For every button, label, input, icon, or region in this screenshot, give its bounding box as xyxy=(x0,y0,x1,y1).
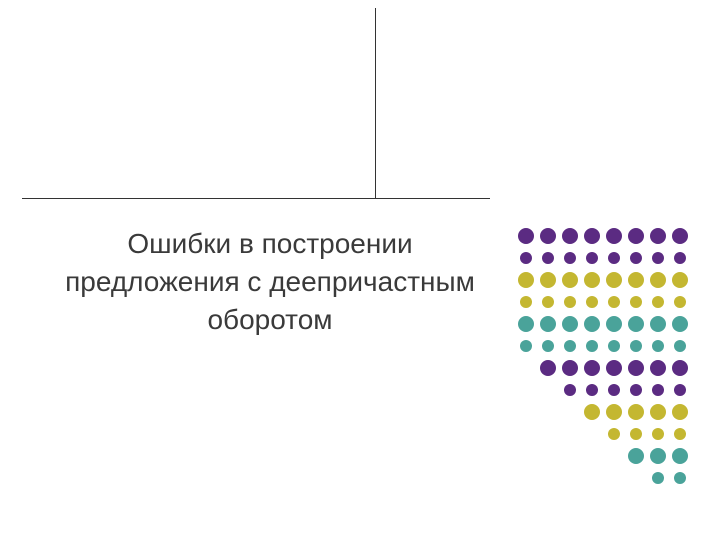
dot xyxy=(564,252,576,264)
dot xyxy=(520,340,532,352)
dot xyxy=(674,472,686,484)
dot xyxy=(608,252,620,264)
dot xyxy=(586,340,598,352)
dot-row xyxy=(515,313,691,335)
dot xyxy=(672,228,688,244)
dot xyxy=(674,428,686,440)
dot xyxy=(652,296,664,308)
dot xyxy=(652,384,664,396)
dot-row xyxy=(537,357,691,379)
dot xyxy=(628,272,644,288)
dot xyxy=(628,448,644,464)
dot xyxy=(650,360,666,376)
dot xyxy=(540,316,556,332)
dot xyxy=(542,252,554,264)
dot xyxy=(584,316,600,332)
dot xyxy=(672,316,688,332)
dot xyxy=(518,272,534,288)
dot xyxy=(608,384,620,396)
dot xyxy=(672,272,688,288)
dot xyxy=(606,316,622,332)
dot xyxy=(650,272,666,288)
dot xyxy=(562,316,578,332)
dot xyxy=(630,384,642,396)
dot xyxy=(518,316,534,332)
dot xyxy=(674,384,686,396)
dot xyxy=(586,252,598,264)
dot xyxy=(630,252,642,264)
dot xyxy=(586,296,598,308)
dot-row xyxy=(559,379,691,401)
dot xyxy=(630,428,642,440)
dot xyxy=(542,340,554,352)
dot-row xyxy=(515,225,691,247)
dot-row xyxy=(515,269,691,291)
dot xyxy=(672,404,688,420)
dot xyxy=(608,428,620,440)
dot-row xyxy=(515,247,691,269)
dot xyxy=(564,384,576,396)
dot xyxy=(606,228,622,244)
dot xyxy=(650,316,666,332)
dot xyxy=(562,360,578,376)
dot xyxy=(584,360,600,376)
dot xyxy=(672,448,688,464)
dot xyxy=(586,384,598,396)
dot xyxy=(650,448,666,464)
dot xyxy=(650,404,666,420)
dot-row xyxy=(647,467,691,489)
dot xyxy=(630,296,642,308)
dot xyxy=(628,360,644,376)
dot xyxy=(652,340,664,352)
dot-row xyxy=(603,423,691,445)
dot xyxy=(540,360,556,376)
dot xyxy=(672,360,688,376)
dot-row xyxy=(581,401,691,423)
dot xyxy=(628,228,644,244)
dot xyxy=(562,272,578,288)
dot xyxy=(606,272,622,288)
dot xyxy=(520,252,532,264)
dot xyxy=(628,316,644,332)
dot xyxy=(652,428,664,440)
dot xyxy=(540,272,556,288)
dot xyxy=(630,340,642,352)
dot xyxy=(520,296,532,308)
dot xyxy=(674,252,686,264)
divider-horizontal xyxy=(22,198,490,199)
dot xyxy=(584,404,600,420)
divider-vertical xyxy=(375,8,376,198)
dot xyxy=(608,340,620,352)
dot xyxy=(650,228,666,244)
dot xyxy=(652,252,664,264)
dot xyxy=(540,228,556,244)
dot xyxy=(652,472,664,484)
dot-row xyxy=(515,335,691,357)
dot xyxy=(564,296,576,308)
dot xyxy=(584,272,600,288)
dot-row xyxy=(625,445,691,467)
dot xyxy=(674,340,686,352)
dot xyxy=(606,404,622,420)
dot-row xyxy=(515,291,691,313)
dot xyxy=(606,360,622,376)
dot xyxy=(608,296,620,308)
dot xyxy=(562,228,578,244)
dot xyxy=(584,228,600,244)
dot xyxy=(518,228,534,244)
dot xyxy=(674,296,686,308)
slide-title: Ошибки в построении предложения с деепри… xyxy=(50,225,490,338)
dot xyxy=(628,404,644,420)
dot xyxy=(564,340,576,352)
dot xyxy=(542,296,554,308)
